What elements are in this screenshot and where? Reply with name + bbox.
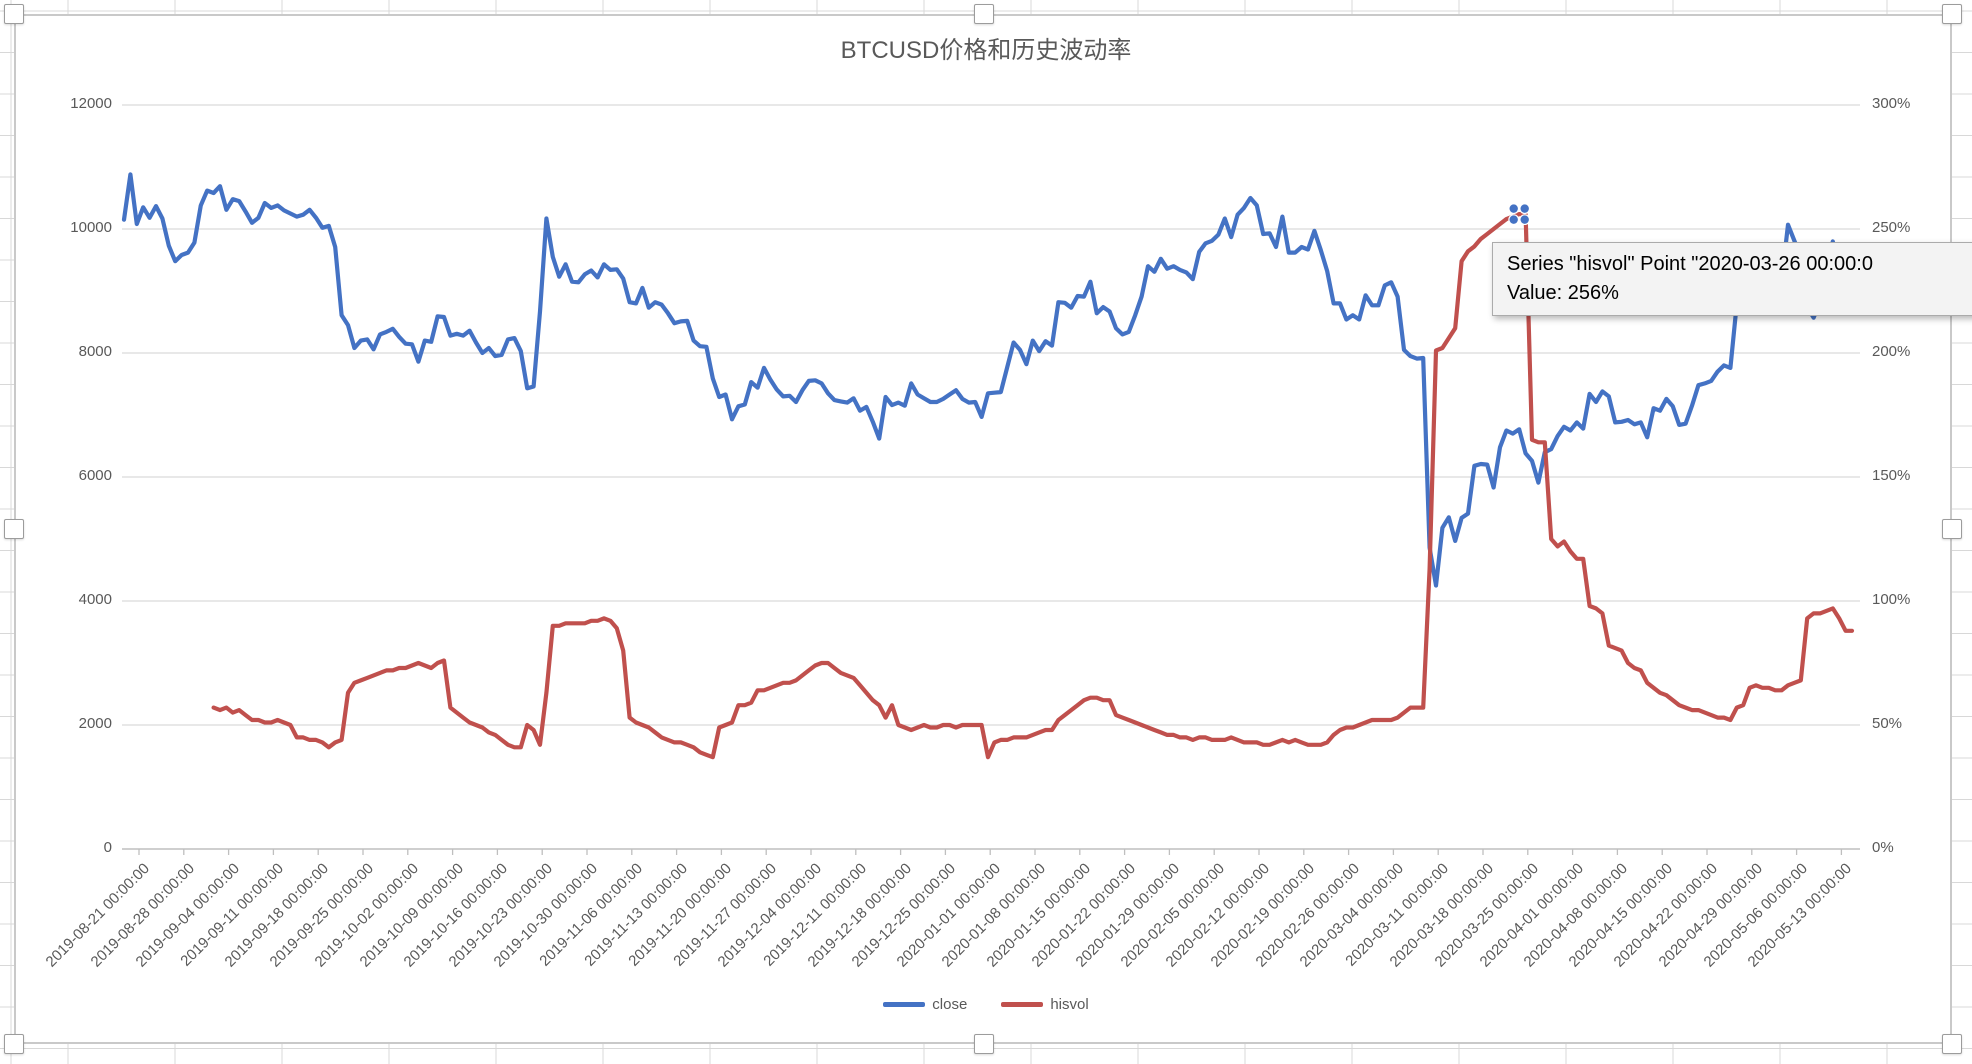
selected-point-marker[interactable] <box>1519 203 1531 215</box>
right-axis-tick-label: 50% <box>1872 715 1903 732</box>
chart-resize-handle[interactable] <box>1942 1034 1962 1054</box>
left-axis-tick-label: 8000 <box>78 343 112 360</box>
left-axis-tick-label: 2000 <box>78 715 112 732</box>
right-axis-tick-label: 100% <box>1872 591 1911 608</box>
chart-resize-handle[interactable] <box>974 1034 994 1054</box>
chart-resize-handle[interactable] <box>1942 4 1962 24</box>
chart-canvas[interactable] <box>14 14 1952 1044</box>
legend-item-close[interactable]: close <box>883 996 967 1013</box>
tooltip-value-line: Value: 256% <box>1507 282 1619 304</box>
legend-label-close: close <box>932 996 968 1013</box>
right-axis-tick-label: 200% <box>1872 343 1911 360</box>
selected-point-marker[interactable] <box>1508 214 1520 226</box>
right-axis-tick-label: 300% <box>1872 95 1911 112</box>
selected-point-marker[interactable] <box>1508 203 1520 215</box>
series-line-close[interactable] <box>121 172 1855 588</box>
left-axis-tick-label: 6000 <box>78 467 112 484</box>
left-axis-tick-label: 10000 <box>70 219 112 236</box>
chart-resize-handle[interactable] <box>1942 519 1962 539</box>
left-axis-tick-label: 12000 <box>70 95 112 112</box>
chart-resize-handle[interactable] <box>974 4 994 24</box>
hisvol-line-swatch <box>1001 1002 1044 1007</box>
legend-label-hisvol: hisvol <box>1050 996 1089 1013</box>
close-line-swatch <box>883 1002 926 1007</box>
right-axis-tick-label: 250% <box>1872 219 1911 236</box>
chart-resize-handle[interactable] <box>4 519 24 539</box>
tooltip-series-line: Series "hisvol" Point "2020-03-26 00:00:… <box>1507 253 1873 275</box>
selected-point-marker[interactable] <box>1519 214 1531 226</box>
legend-item-hisvol[interactable]: hisvol <box>1001 996 1089 1013</box>
datapoint-tooltip: Series "hisvol" Point "2020-03-26 00:00:… <box>1492 242 1972 316</box>
right-axis-tick-label: 150% <box>1872 467 1911 484</box>
chart-title: BTCUSD价格和历史波动率 <box>840 37 1132 64</box>
chart-resize-handle[interactable] <box>4 1034 24 1054</box>
chart-legend[interactable]: close hisvol <box>0 996 1972 1013</box>
chart-resize-handle[interactable] <box>4 4 24 24</box>
left-axis-tick-label: 4000 <box>78 591 112 608</box>
left-axis-tick-label: 0 <box>103 839 112 856</box>
series-line-hisvol[interactable] <box>211 212 1855 760</box>
right-axis-tick-label: 0% <box>1872 839 1894 856</box>
